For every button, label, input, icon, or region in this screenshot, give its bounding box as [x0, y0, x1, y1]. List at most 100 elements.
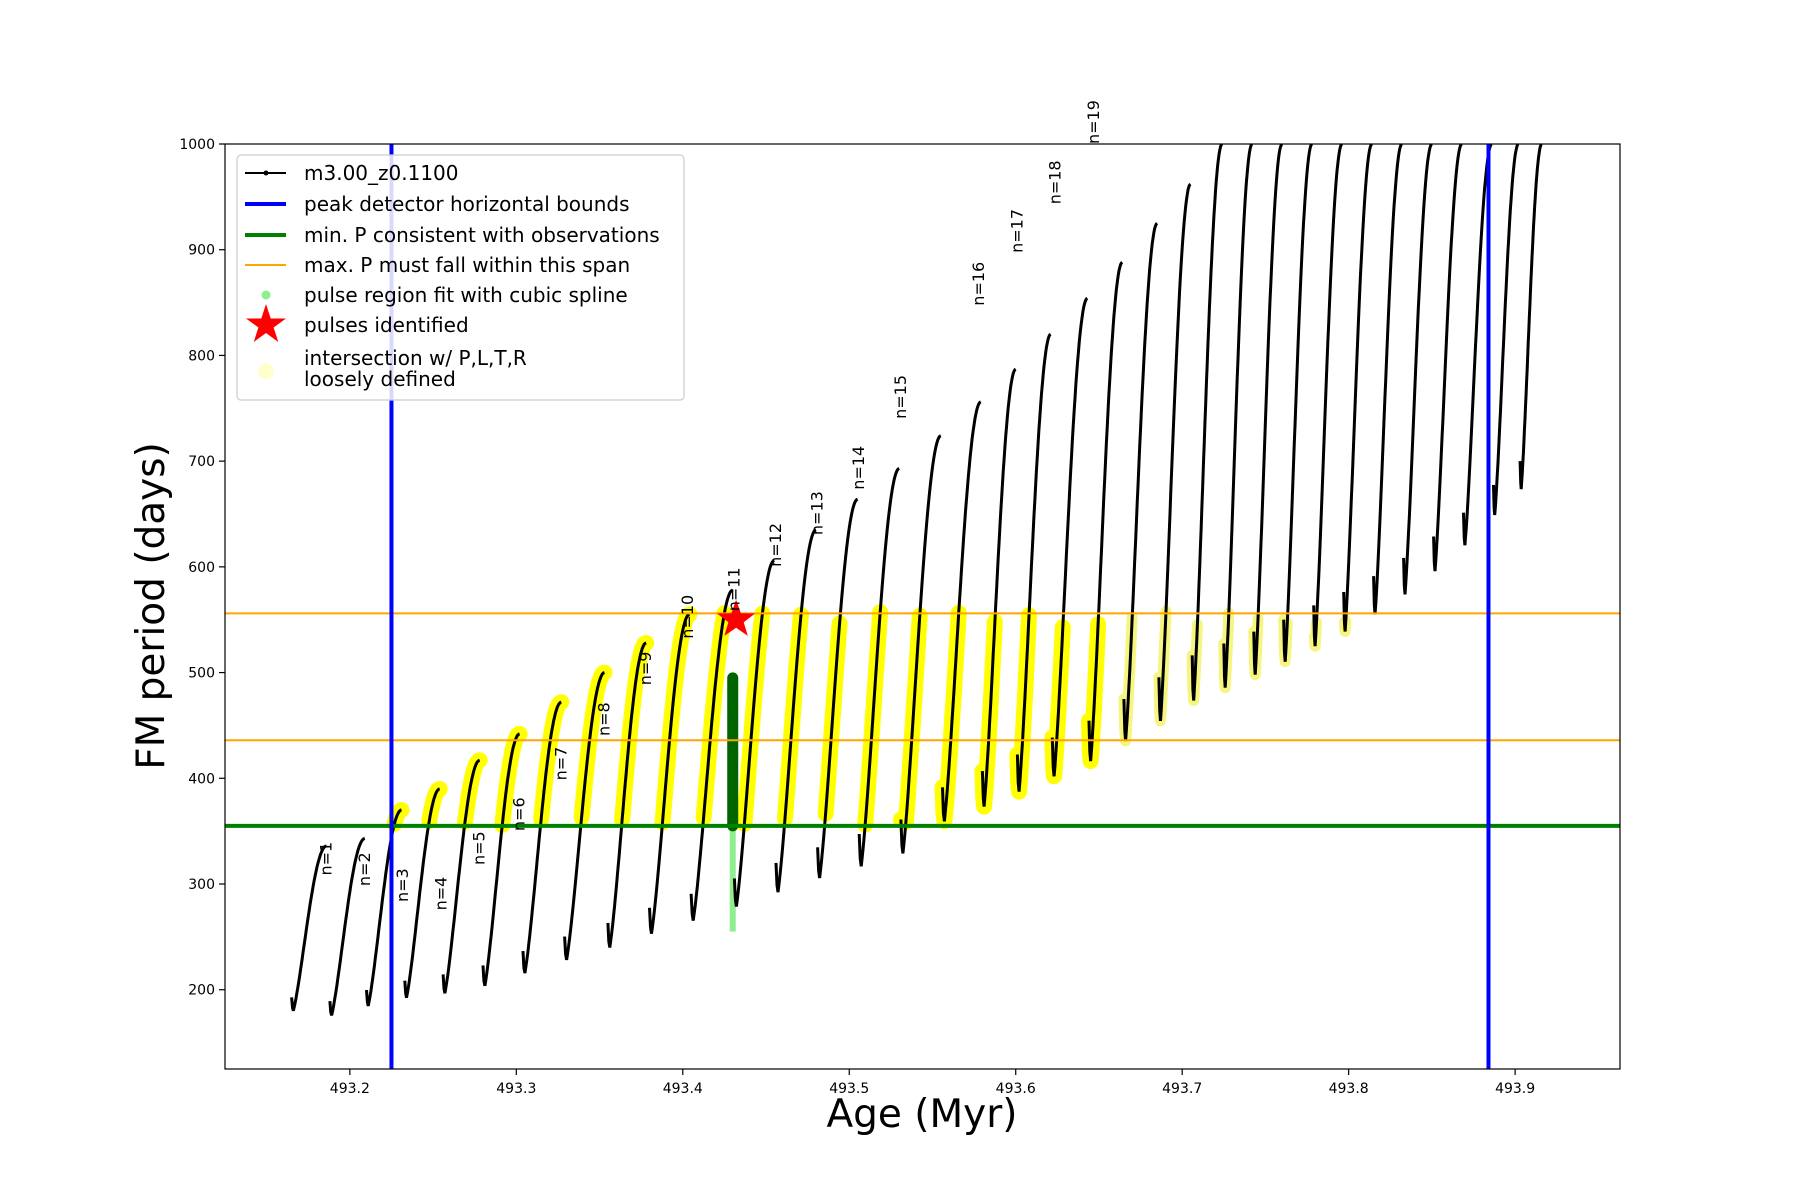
y-tick-label: 600	[188, 560, 215, 576]
pulse-label-n12: n=12	[766, 523, 785, 567]
pulse-curve-4	[403, 787, 441, 998]
x-tick-label: 493.7	[1162, 1081, 1202, 1097]
pulse-curve-30	[1372, 144, 1403, 615]
legend-swatch-dot	[263, 170, 269, 176]
x-tick-label: 493.6	[996, 1081, 1036, 1097]
x-tick-label: 493.5	[829, 1081, 869, 1097]
pulse-curve-24	[1190, 144, 1224, 701]
pulse-curve-14	[816, 497, 859, 879]
pulse-curve-3	[365, 808, 402, 1007]
y-tick-label: 300	[188, 877, 215, 893]
legend-box	[236, 154, 685, 401]
x-tick-label: 493.9	[1495, 1081, 1535, 1097]
pulse-label-n3: n=3	[393, 868, 412, 902]
y-tick-label: 800	[188, 348, 215, 364]
pulse-curve-17	[941, 400, 982, 822]
legend-label: max. P must fall within this span	[304, 253, 630, 277]
pulse-curve-23	[1157, 183, 1192, 722]
pulse-label-n5: n=5	[470, 831, 489, 865]
pulse-curve-11	[689, 588, 734, 921]
legend-label: pulses identified	[304, 313, 469, 337]
pulse-label-n6: n=6	[510, 797, 529, 831]
legend-label: loosely defined	[304, 367, 456, 391]
x-axis-label: Age (Myr)	[826, 1092, 1017, 1137]
pulse-label-n17: n=17	[1007, 209, 1026, 253]
pulse-label-n16: n=16	[969, 262, 988, 306]
pulse-curve-27	[1282, 144, 1313, 662]
pulse-curve-1	[290, 844, 327, 1012]
legend-entry-3: min. P consistent with observations	[245, 223, 660, 247]
pulse-curve-26	[1252, 144, 1284, 675]
y-tick-label: 900	[188, 243, 215, 259]
pulse-label-n18: n=18	[1046, 160, 1065, 204]
legend-label: pulse region fit with cubic spline	[304, 283, 628, 307]
x-tick-label: 493.2	[330, 1081, 370, 1097]
pulse-label-n2: n=2	[355, 852, 374, 886]
y-tick-label: 400	[188, 771, 215, 787]
y-tick-label: 1000	[179, 137, 215, 153]
legend-label: min. P consistent with observations	[304, 223, 660, 247]
pulse-curve-29	[1342, 144, 1373, 632]
legend-label: peak detector horizontal bounds	[304, 192, 630, 216]
legend-swatch	[258, 363, 274, 379]
y-tick-label: 700	[188, 454, 215, 470]
period-curves	[290, 144, 1543, 1016]
x-tick-label: 493.3	[496, 1081, 536, 1097]
x-tick-label: 493.4	[663, 1081, 703, 1097]
legend-entry-4: max. P must fall within this span	[245, 253, 630, 277]
x-tick-label: 493.8	[1329, 1081, 1369, 1097]
legend-entry-2: peak detector horizontal bounds	[245, 192, 630, 216]
pulse-curve-7	[521, 700, 562, 974]
pulse-label-n13: n=13	[808, 491, 827, 535]
pulse-curve-28	[1312, 144, 1343, 647]
legend-entry-1: m3.00_z0.1100	[245, 161, 459, 185]
pulse-curve-20	[1050, 297, 1089, 777]
pulse-curve-6	[481, 732, 521, 987]
pulse-curve-19	[1015, 332, 1052, 792]
x-axis-ticks: 493.2 493.3 493.4 493.5 493.6 493.7 493.8 493.9	[330, 1069, 1535, 1097]
pulse-curve-31	[1402, 144, 1433, 595]
horizontal-reference-lines	[225, 612, 1620, 828]
pulse-identified-star-1	[717, 599, 756, 636]
pulse-curve-16	[899, 434, 942, 854]
plot-frame	[224, 143, 1621, 1070]
pulse-label-n1: n=1	[317, 842, 336, 876]
pulse-label-n9: n=9	[636, 652, 655, 686]
pulse-curve-34	[1492, 144, 1520, 516]
pulse-label-n8: n=8	[595, 702, 614, 736]
pulse-label-n15: n=15	[891, 375, 910, 419]
pulse-curve-9	[606, 641, 647, 948]
pulse-curve-35	[1518, 144, 1543, 490]
pulse-label-n7: n=7	[551, 747, 570, 781]
legend-entry-6: pulses identified	[246, 304, 469, 342]
legend-entry-5: pulse region fit with cubic spline	[261, 283, 628, 307]
pulse-curve-18	[980, 367, 1017, 807]
y-tick-label: 200	[188, 983, 215, 999]
pulse-number-labels: n=1 n=2 n=3 n=4 n=5 n=6 n=7 n=8 n=9 n=10 n=11 n=12 n…	[317, 100, 1104, 910]
y-tick-label: 500	[188, 666, 215, 682]
y-axis-label: FM period (days)	[129, 442, 174, 770]
legend-label: m3.00_z0.1100	[304, 161, 459, 185]
pulse-curve-2	[328, 837, 366, 1016]
pulse-curve-13	[774, 528, 817, 893]
legend-label: intersection w/ P,L,T,R	[304, 346, 527, 370]
pulse-label-n14: n=14	[849, 446, 868, 490]
pulse-label-n19: n=19	[1084, 100, 1103, 144]
pulse-curve-12	[732, 559, 775, 907]
pulse-label-n4: n=4	[431, 877, 450, 911]
pulse-curve-8	[563, 671, 605, 961]
y-axis-ticks: 200 300 400 500 600 700 800 900 1000	[179, 137, 225, 999]
pulse-curve-22	[1122, 222, 1159, 742]
pulse-curve-21	[1087, 261, 1124, 762]
pulse-curve-32	[1432, 144, 1463, 572]
pulse-label-n10: n=10	[678, 595, 697, 639]
pulse-label-n11: n=11	[724, 567, 743, 611]
legend-swatch	[246, 304, 286, 342]
pulse-curve-25	[1222, 144, 1254, 688]
legend-swatch	[261, 290, 271, 300]
pulse-curve-15	[857, 467, 900, 867]
pulse-curve-5	[441, 758, 481, 994]
